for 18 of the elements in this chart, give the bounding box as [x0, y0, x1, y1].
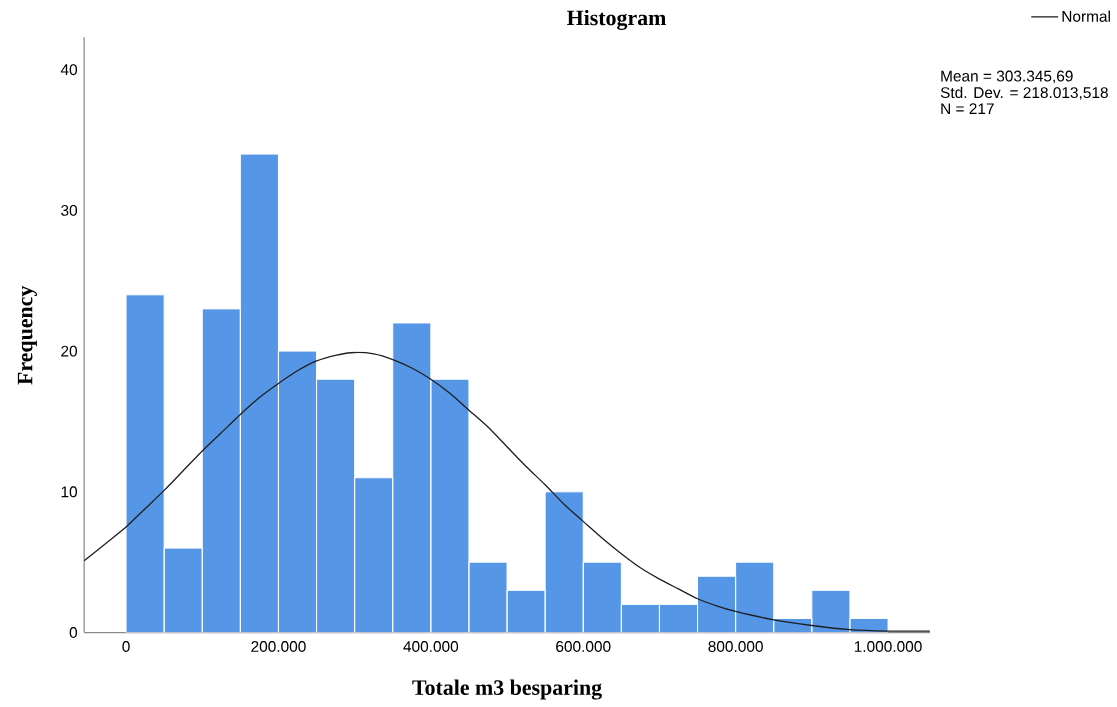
x-axis-title: Totale m3 besparing: [412, 679, 602, 700]
y-tick-label: 0: [69, 626, 78, 638]
legend-label: Normal: [1062, 10, 1110, 22]
x-tick-label: 200.000: [251, 640, 306, 652]
x-tick-label: 400.000: [403, 640, 459, 652]
chart-title: Histogram: [567, 9, 666, 30]
text: N = 217: [941, 103, 994, 114]
y-tick-label: 10: [61, 486, 78, 498]
x-tick-label: 800.000: [708, 640, 763, 652]
x-tick-label: 1.000.000: [854, 640, 922, 652]
y-tick-label: 40: [60, 63, 78, 75]
y-axis-title: Frequency: [17, 285, 37, 385]
y-tick-label: 30: [61, 204, 78, 216]
x-tick-label: 0: [122, 640, 130, 652]
x-tick-label: 600.000: [556, 640, 611, 652]
text: Std. Dev. = 218.013,518: [940, 86, 1108, 100]
text: Mean = 303.345,69: [941, 70, 1073, 84]
y-tick-label: 20: [61, 345, 78, 357]
